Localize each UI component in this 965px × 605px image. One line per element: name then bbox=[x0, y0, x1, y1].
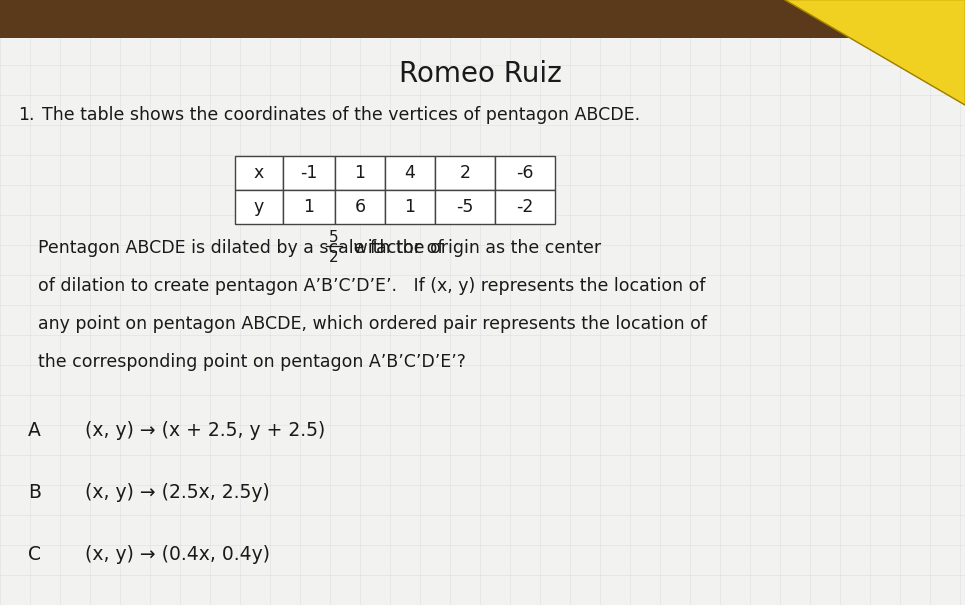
FancyBboxPatch shape bbox=[435, 190, 495, 224]
Text: (x, y) → (2.5x, 2.5y): (x, y) → (2.5x, 2.5y) bbox=[85, 483, 270, 502]
Text: 5: 5 bbox=[329, 231, 339, 246]
Text: x: x bbox=[254, 164, 264, 182]
Text: 1: 1 bbox=[304, 198, 315, 216]
Bar bbox=[0, 0, 965, 38]
Text: 4: 4 bbox=[404, 164, 416, 182]
Text: 1.: 1. bbox=[18, 106, 35, 124]
Text: y: y bbox=[254, 198, 264, 216]
Text: with the origin as the center: with the origin as the center bbox=[347, 239, 601, 257]
Text: Pentagon ABCDE is dilated by a scale factor of: Pentagon ABCDE is dilated by a scale fac… bbox=[38, 239, 449, 257]
FancyBboxPatch shape bbox=[235, 156, 283, 190]
FancyBboxPatch shape bbox=[283, 190, 335, 224]
FancyBboxPatch shape bbox=[335, 190, 385, 224]
FancyBboxPatch shape bbox=[495, 156, 555, 190]
Text: 2: 2 bbox=[459, 164, 471, 182]
Text: -2: -2 bbox=[516, 198, 534, 216]
Text: Romeo Ruiz: Romeo Ruiz bbox=[399, 60, 562, 88]
Text: (x, y) → (0.4x, 0.4y): (x, y) → (0.4x, 0.4y) bbox=[85, 544, 270, 563]
FancyBboxPatch shape bbox=[385, 190, 435, 224]
Text: 1: 1 bbox=[354, 164, 366, 182]
Text: C: C bbox=[28, 544, 41, 563]
Polygon shape bbox=[785, 0, 965, 105]
Text: (x, y) → (x + 2.5, y + 2.5): (x, y) → (x + 2.5, y + 2.5) bbox=[85, 420, 325, 439]
Text: 2: 2 bbox=[329, 250, 339, 266]
Text: of dilation to create pentagon A’B’C’D’E’.   If (x, y) represents the location o: of dilation to create pentagon A’B’C’D’E… bbox=[38, 277, 705, 295]
Text: B: B bbox=[28, 483, 41, 502]
Text: 6: 6 bbox=[354, 198, 366, 216]
Text: -1: -1 bbox=[300, 164, 317, 182]
FancyBboxPatch shape bbox=[335, 156, 385, 190]
FancyBboxPatch shape bbox=[495, 190, 555, 224]
Text: -6: -6 bbox=[516, 164, 534, 182]
Text: the corresponding point on pentagon A’B’C’D’E’?: the corresponding point on pentagon A’B’… bbox=[38, 353, 466, 371]
Text: any point on pentagon ABCDE, which ordered pair represents the location of: any point on pentagon ABCDE, which order… bbox=[38, 315, 707, 333]
FancyBboxPatch shape bbox=[385, 156, 435, 190]
Text: A: A bbox=[28, 420, 41, 439]
FancyBboxPatch shape bbox=[235, 190, 283, 224]
Text: 1: 1 bbox=[404, 198, 416, 216]
FancyBboxPatch shape bbox=[283, 156, 335, 190]
Text: -5: -5 bbox=[456, 198, 474, 216]
FancyBboxPatch shape bbox=[435, 156, 495, 190]
Text: The table shows the coordinates of the vertices of pentagon ABCDE.: The table shows the coordinates of the v… bbox=[42, 106, 640, 124]
